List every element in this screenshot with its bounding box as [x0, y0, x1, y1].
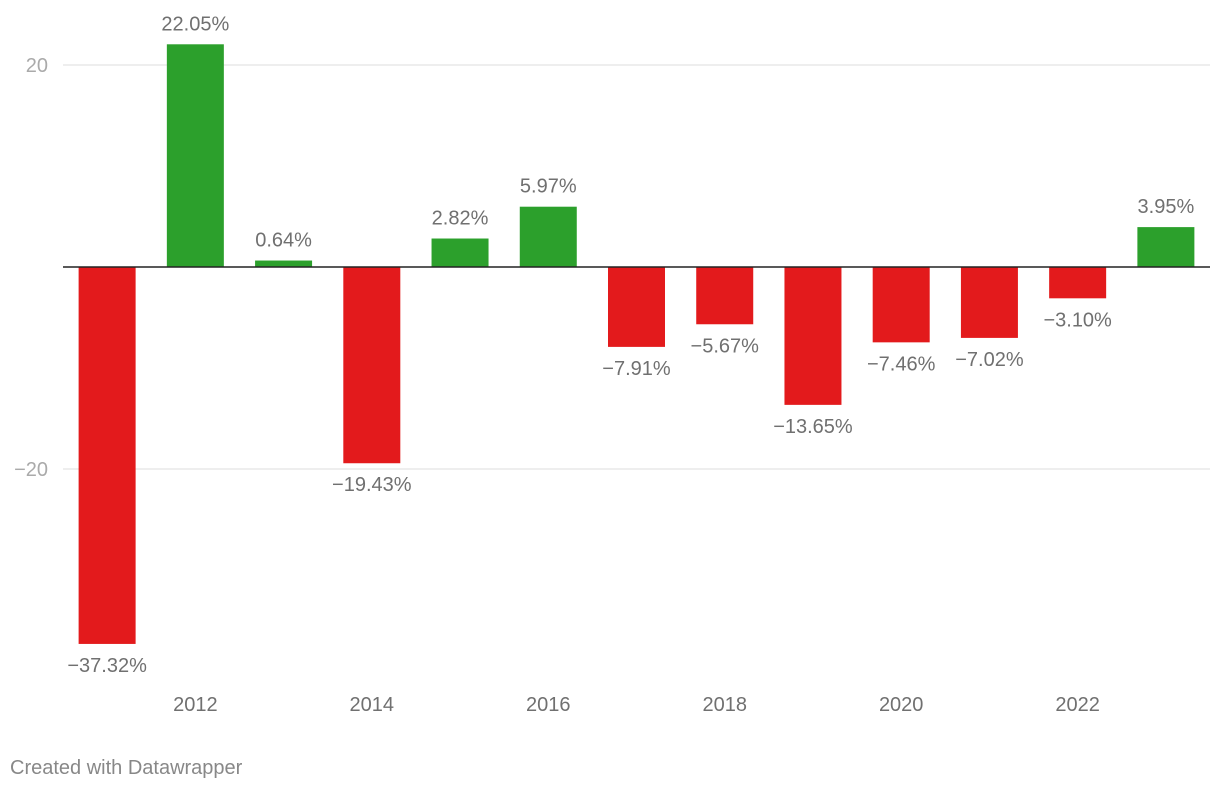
data-label: 2.82% [432, 208, 489, 230]
axes: 20 −20 2012 2014 2016 2018 2020 2022 [14, 55, 1210, 716]
bar-chart: −37.32% 22.05% 0.64% −19.43% 2.82% 5.97% −7.91… [14, 13, 1210, 716]
bar [431, 238, 489, 267]
bar [960, 267, 1018, 338]
bar [343, 267, 401, 464]
bar [696, 267, 754, 325]
data-label: −3.10% [1043, 309, 1112, 331]
y-tick-label: 20 [26, 55, 48, 77]
data-label: −5.67% [691, 335, 760, 357]
bar [1137, 227, 1195, 267]
data-label: 5.97% [520, 176, 577, 198]
x-tick-label: 2022 [1055, 694, 1100, 716]
bar [608, 267, 665, 347]
data-label: −7.91% [602, 358, 671, 380]
data-label: −13.65% [773, 416, 853, 438]
x-tick-label: 2020 [879, 694, 924, 716]
data-label: −7.02% [955, 349, 1024, 371]
bar [78, 267, 136, 644]
data-labels: −37.32% 22.05% 0.64% −19.43% 2.82% 5.97% −7.91… [67, 13, 1194, 677]
x-tick-label: 2018 [702, 694, 747, 716]
credit-text: Created with Datawrapper [10, 757, 243, 779]
bar [255, 260, 313, 267]
data-label: −7.46% [867, 353, 936, 375]
data-label: 22.05% [161, 13, 229, 35]
bar [519, 206, 577, 267]
bar [166, 44, 224, 267]
x-tick-label: 2014 [350, 694, 395, 716]
bar [784, 267, 842, 405]
data-label: −37.32% [67, 655, 147, 677]
gridlines [63, 64, 1210, 470]
bars [78, 44, 1195, 644]
y-tick-label: −20 [14, 459, 48, 481]
data-label: 0.64% [255, 230, 312, 252]
data-label: −19.43% [332, 474, 412, 496]
data-label: 3.95% [1138, 196, 1195, 218]
bar [872, 267, 930, 343]
x-tick-label: 2016 [526, 694, 571, 716]
x-tick-label: 2012 [173, 694, 218, 716]
bar [1049, 267, 1107, 299]
